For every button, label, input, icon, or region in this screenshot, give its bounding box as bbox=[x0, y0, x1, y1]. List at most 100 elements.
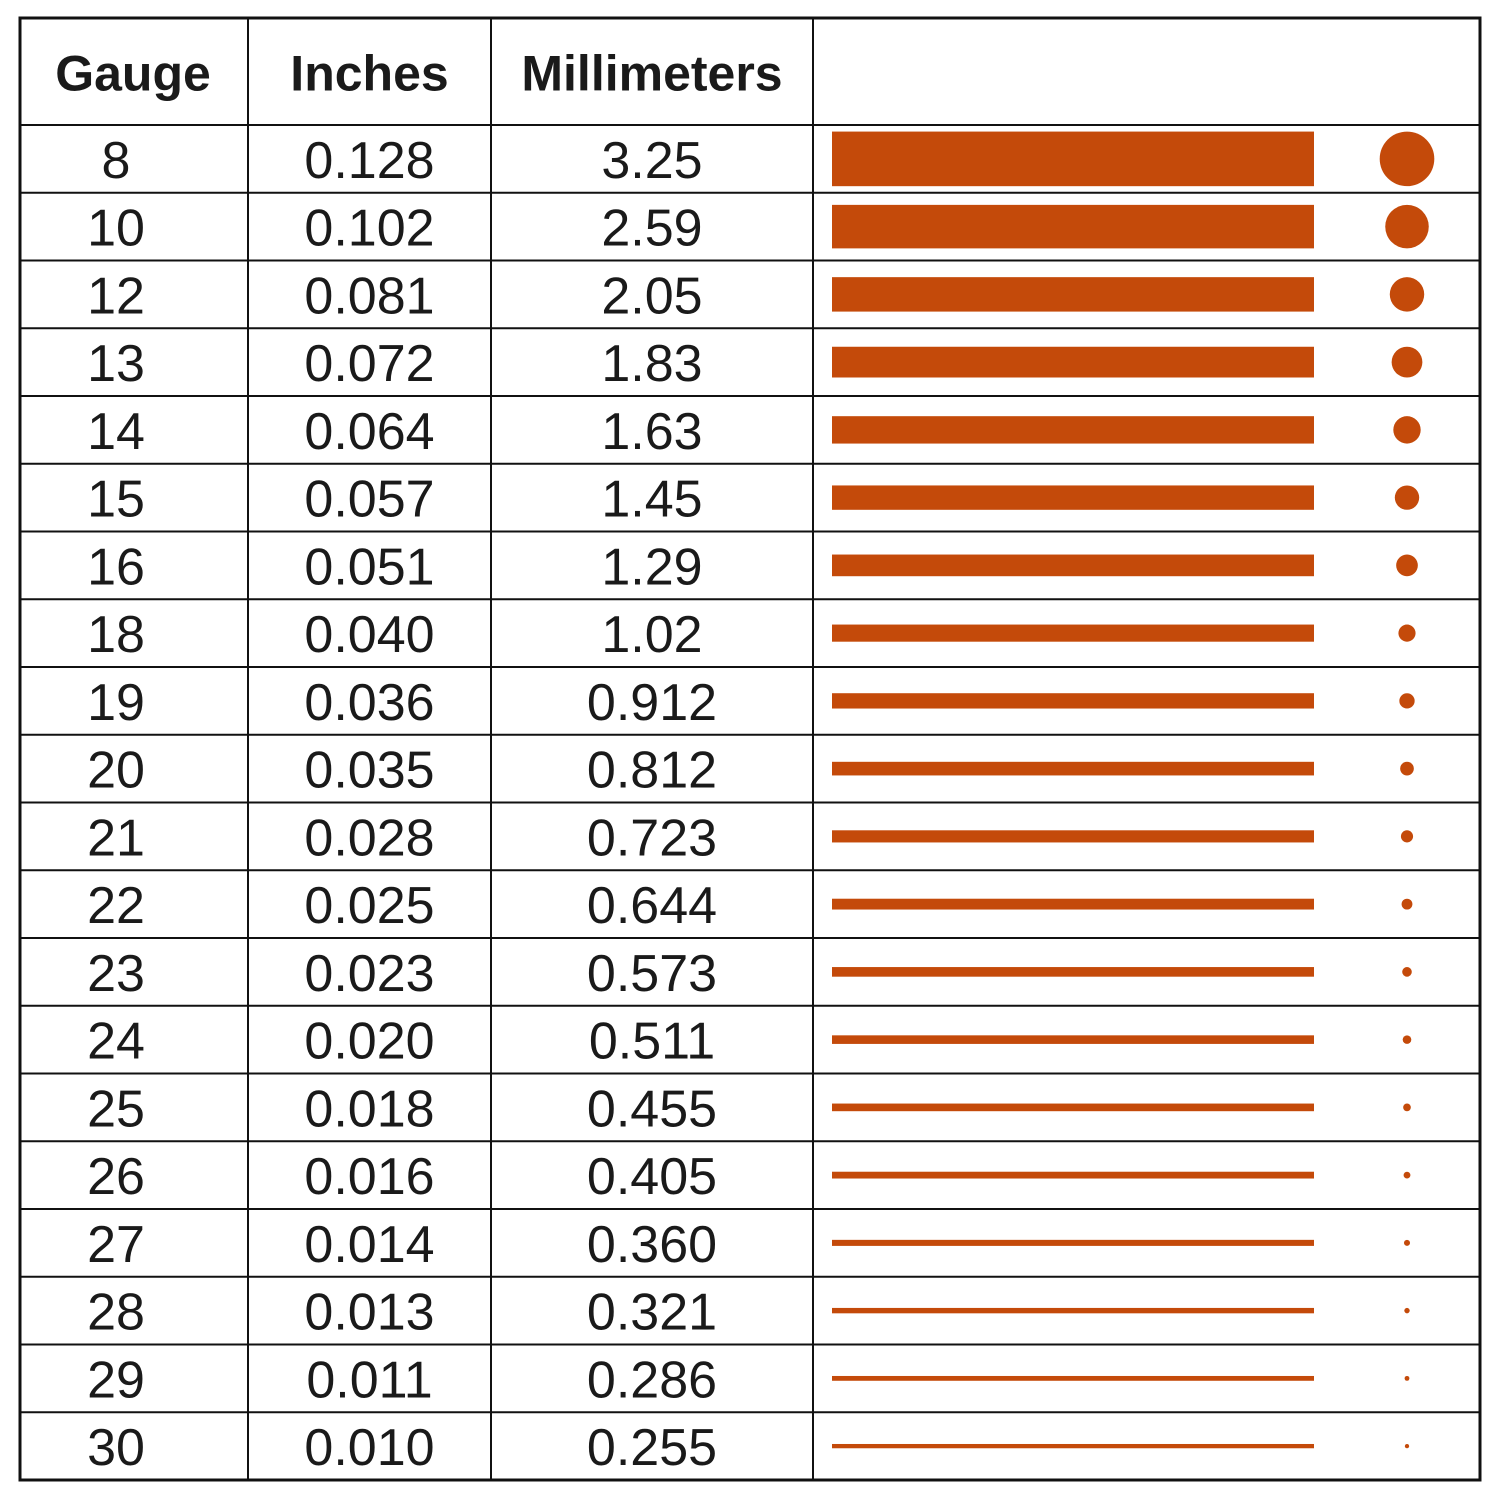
cell: 0.018 bbox=[304, 1080, 434, 1138]
cell: 23 bbox=[87, 945, 145, 1003]
cell: 0.255 bbox=[587, 1419, 717, 1477]
header-cell: Millimeters bbox=[521, 46, 782, 102]
cell: 12 bbox=[87, 267, 145, 325]
cell: 25 bbox=[87, 1080, 145, 1138]
wire-cross-section bbox=[1402, 967, 1412, 977]
cell: 13 bbox=[87, 335, 145, 393]
cell: 0.912 bbox=[587, 674, 717, 732]
cell: 21 bbox=[87, 809, 145, 867]
cell: 10 bbox=[87, 200, 145, 258]
wire-side-bar bbox=[832, 204, 1314, 249]
cell: 8 bbox=[102, 132, 131, 190]
wire-side-bar bbox=[832, 1239, 1314, 1246]
wire-side-bar bbox=[832, 554, 1314, 577]
cell: 14 bbox=[87, 403, 145, 461]
cell: 0.010 bbox=[304, 1419, 434, 1477]
wire-side-bar bbox=[832, 967, 1314, 977]
cell: 18 bbox=[87, 606, 145, 664]
cell: 16 bbox=[87, 538, 145, 596]
cell: 0.011 bbox=[306, 1351, 432, 1409]
wire-cross-section bbox=[1391, 346, 1423, 378]
wire-cross-section bbox=[1399, 693, 1415, 709]
wire-side-bar bbox=[832, 1307, 1314, 1314]
wire-cross-section bbox=[1396, 554, 1418, 577]
cell: 29 bbox=[87, 1351, 145, 1409]
cell: 0.081 bbox=[304, 267, 434, 325]
wire-side-bar bbox=[832, 624, 1314, 642]
wire-cross-section bbox=[1404, 1443, 1410, 1449]
cell: 0.064 bbox=[304, 403, 434, 461]
cell: 0.102 bbox=[304, 200, 434, 258]
cell: 1.63 bbox=[601, 403, 702, 461]
cell: 0.057 bbox=[304, 471, 434, 529]
table-border bbox=[18, 16, 1482, 1482]
cell: 0.405 bbox=[587, 1148, 717, 1206]
wire-cross-section bbox=[1398, 624, 1416, 642]
cell: 0.072 bbox=[304, 335, 434, 393]
wire-side-bar bbox=[832, 1035, 1314, 1044]
cell: 19 bbox=[87, 674, 145, 732]
wire-cross-section bbox=[1389, 277, 1425, 312]
wire-cross-section bbox=[1404, 1307, 1410, 1314]
cell: 0.014 bbox=[304, 1216, 434, 1274]
cell: 0.025 bbox=[304, 877, 434, 935]
cell: 0.573 bbox=[587, 945, 717, 1003]
wire-side-bar bbox=[832, 830, 1314, 843]
wire-side-bar bbox=[832, 1171, 1314, 1179]
cell: 27 bbox=[87, 1216, 145, 1274]
cell: 0.321 bbox=[587, 1284, 717, 1342]
wire-cross-section bbox=[1403, 1103, 1411, 1112]
wire-cross-section bbox=[1403, 1239, 1411, 1246]
wire-side-bar bbox=[832, 693, 1314, 709]
cell: 15 bbox=[87, 471, 145, 529]
wire-side-bar bbox=[832, 485, 1314, 510]
cell: 0.511 bbox=[589, 1013, 715, 1071]
cell: 0.040 bbox=[304, 606, 434, 664]
cell: 26 bbox=[87, 1148, 145, 1206]
cell: 24 bbox=[87, 1013, 145, 1071]
cell: 0.360 bbox=[587, 1216, 717, 1274]
wire-side-bar bbox=[832, 346, 1314, 378]
cell: 0.051 bbox=[304, 538, 434, 596]
wire-cross-section bbox=[1402, 1035, 1412, 1044]
wire-side-bar bbox=[832, 1443, 1314, 1449]
cell: 28 bbox=[87, 1284, 145, 1342]
cell: 1.29 bbox=[601, 538, 702, 596]
cell: 0.723 bbox=[587, 809, 717, 867]
cell: 20 bbox=[87, 742, 145, 800]
cell: 0.028 bbox=[304, 809, 434, 867]
cell: 1.83 bbox=[601, 335, 702, 393]
wire-cross-section bbox=[1379, 131, 1435, 187]
cell: 0.023 bbox=[304, 945, 434, 1003]
cell: 0.286 bbox=[587, 1351, 717, 1409]
wire-cross-section bbox=[1385, 204, 1429, 249]
cell: 0.035 bbox=[304, 742, 434, 800]
cell: 0.036 bbox=[304, 674, 434, 732]
cell: 0.020 bbox=[304, 1013, 434, 1071]
wire-side-bar bbox=[832, 416, 1314, 444]
cell: 1.45 bbox=[601, 471, 702, 529]
header-cell: Inches bbox=[290, 46, 448, 102]
wire-cross-section bbox=[1394, 485, 1420, 510]
wire-side-bar bbox=[832, 898, 1314, 910]
wire-side-bar bbox=[832, 131, 1314, 187]
cell: 22 bbox=[87, 877, 145, 935]
cell: 0.128 bbox=[304, 132, 434, 190]
cell: 3.25 bbox=[601, 132, 702, 190]
wire-cross-section bbox=[1403, 1171, 1411, 1179]
cell: 30 bbox=[87, 1419, 145, 1477]
wire-cross-section bbox=[1404, 1375, 1410, 1381]
header-cell: Gauge bbox=[55, 46, 211, 102]
wire-side-bar bbox=[832, 761, 1314, 776]
cell: 0.455 bbox=[587, 1080, 717, 1138]
wire-cross-section bbox=[1401, 898, 1413, 910]
cell: 1.02 bbox=[601, 606, 702, 664]
cell: 2.59 bbox=[601, 200, 702, 258]
cell: 2.05 bbox=[601, 267, 702, 325]
cell: 0.644 bbox=[587, 877, 717, 935]
cell: 0.812 bbox=[587, 742, 717, 800]
wire-side-bar bbox=[832, 1375, 1314, 1381]
wire-cross-section bbox=[1400, 761, 1414, 776]
